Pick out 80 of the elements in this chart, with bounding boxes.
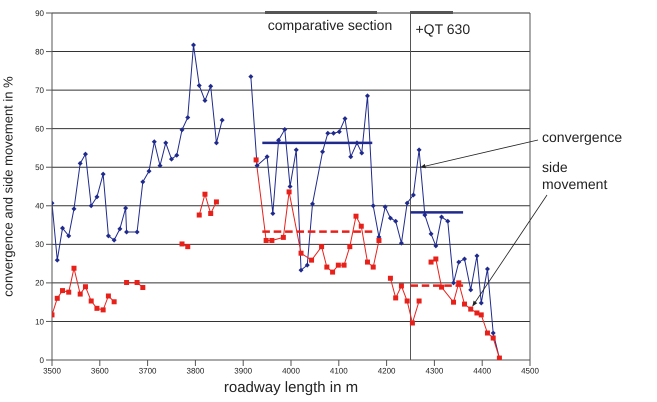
y-tick-label: 80 [35, 47, 45, 56]
y-tick-label: 70 [35, 86, 45, 95]
point [280, 234, 286, 240]
point [364, 260, 370, 265]
ref-line-label: +QT 630 [416, 21, 470, 37]
point [82, 284, 88, 290]
point [478, 312, 484, 318]
point [298, 250, 304, 256]
point [214, 199, 219, 204]
x-tick-label: 4500 [521, 366, 540, 376]
point [484, 330, 490, 336]
y-tick-label: 50 [35, 163, 45, 172]
point [462, 302, 468, 307]
point [330, 270, 336, 275]
point [433, 256, 438, 262]
point [185, 244, 190, 250]
point [112, 299, 117, 304]
x-tick-label: 3900 [234, 366, 253, 376]
y-tick-label: 90 [35, 8, 45, 18]
point [94, 306, 100, 311]
y-axis-title: convergence and side movement in % [0, 76, 16, 297]
annotation: convergence [542, 129, 622, 145]
x-axis-title: roadway length in m [224, 379, 358, 396]
x-tick-label: 4000 [282, 366, 300, 376]
y-tick-label: 20 [35, 278, 45, 288]
point [354, 214, 359, 219]
point [100, 307, 106, 312]
point [439, 284, 444, 290]
point [269, 238, 274, 243]
point [370, 264, 376, 270]
point [319, 244, 324, 250]
x-tick-label: 3500 [43, 366, 62, 376]
y-tick-label: 10 [35, 317, 45, 326]
x-tick-label: 4400 [473, 366, 492, 376]
point [376, 238, 382, 243]
point [490, 336, 496, 341]
point [202, 192, 208, 197]
annotation: comparative section [268, 17, 392, 33]
point [54, 296, 60, 301]
point [468, 306, 474, 312]
x-tick-label: 4300 [426, 366, 444, 376]
y-tick-label: 60 [35, 124, 45, 134]
point [196, 212, 202, 218]
point [358, 224, 364, 229]
point [71, 266, 76, 271]
x-tick-label: 4200 [378, 366, 396, 376]
point [336, 262, 341, 268]
point [134, 280, 140, 286]
point [324, 264, 330, 270]
point [208, 210, 214, 216]
point [88, 298, 94, 304]
point [416, 298, 422, 304]
point [342, 262, 347, 268]
y-tick-label: 0 [40, 356, 45, 365]
point [180, 241, 185, 246]
y-tick-label: 30 [35, 240, 45, 250]
point [347, 244, 352, 250]
point [60, 288, 66, 294]
point [404, 298, 410, 304]
point [264, 238, 269, 243]
point [309, 258, 314, 263]
point [286, 189, 292, 194]
x-tick-label: 3700 [138, 366, 158, 376]
x-tick-label: 3800 [186, 366, 205, 376]
point [393, 295, 398, 300]
point [106, 294, 111, 298]
point [254, 157, 259, 162]
annotation: side movement [542, 159, 608, 192]
point [124, 280, 130, 286]
point [78, 292, 83, 297]
point [388, 276, 393, 281]
x-tick-label: 4100 [330, 366, 348, 376]
y-tick-label: 40 [35, 202, 45, 211]
point [428, 260, 434, 265]
point [66, 290, 72, 295]
point [410, 320, 415, 326]
point [398, 283, 404, 288]
x-tick-label: 3600 [90, 366, 110, 376]
point [140, 285, 146, 290]
point [451, 300, 456, 305]
